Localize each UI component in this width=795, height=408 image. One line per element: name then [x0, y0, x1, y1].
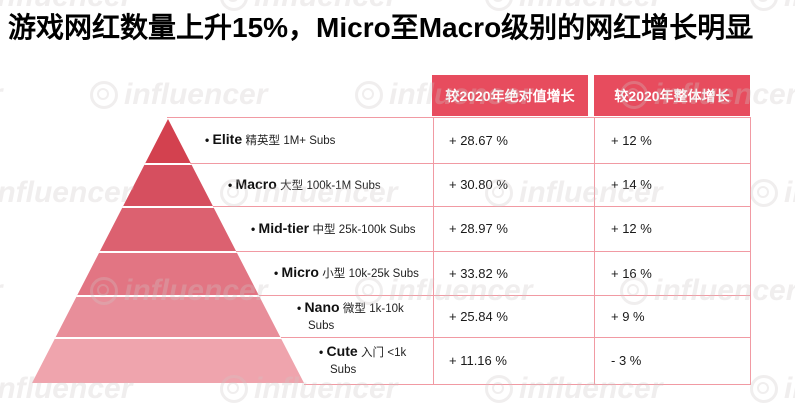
column-header-absolute-growth: 较2020年绝对值增长: [432, 75, 588, 116]
watermark-logo-icon: [90, 81, 118, 109]
cell-macro-overall-growth: + 14 %: [611, 177, 652, 192]
tier-name-cn: 中型: [312, 223, 336, 236]
row-divider: [167, 117, 750, 118]
pyramid-band-micro: [32, 251, 304, 295]
tier-name: Mid-tier: [258, 219, 310, 236]
watermark-text: influencer: [784, 176, 795, 209]
watermark-logo-icon: [750, 375, 778, 403]
tier-label-micro: Micro 小型 10k-25k Subs: [274, 251, 430, 295]
tier-name-cn: 微型: [342, 302, 366, 315]
cell-cute-absolute-growth: + 11.16 %: [449, 353, 507, 368]
column-header-label: 较2020年整体增长: [614, 87, 730, 104]
watermark-text: influencer: [0, 274, 2, 308]
tier-name-cn: 精英型: [245, 135, 280, 147]
cell-elite-absolute-growth: + 28.67 %: [449, 132, 508, 148]
watermark-influencer: influencer: [0, 176, 132, 210]
tier-name-cn: 入门: [361, 347, 385, 359]
tier-name: Elite: [212, 131, 243, 147]
cell-elite-overall-growth: + 12 %: [611, 132, 652, 148]
watermark-influencer: influencer: [90, 78, 267, 112]
row-divider: [190, 163, 750, 164]
tier-name: Macro: [235, 175, 277, 192]
tier-name: Cute: [326, 343, 358, 359]
tier-label-macro: Macro 大型 100k-1M Subs: [228, 163, 430, 206]
watermark-logo-icon: [750, 179, 778, 207]
column-header-label: 较2020年绝对值增长: [445, 87, 575, 104]
watermark-influencer: influencer: [750, 372, 795, 406]
watermark-logo-icon: [355, 81, 383, 109]
column-divider: [433, 117, 434, 385]
tier-name-cn: 大型: [280, 179, 304, 192]
tier-name: Nano: [304, 298, 340, 315]
row-divider: [236, 251, 750, 252]
tier-size: 10k-25k Subs: [348, 268, 419, 280]
tier-label-mid-tier: Mid-tier 中型 25k-100k Subs: [251, 206, 430, 251]
cell-mid-tier-overall-growth: + 12 %: [611, 221, 652, 236]
cell-micro-absolute-growth: + 33.82 %: [449, 265, 508, 281]
row-divider: [281, 337, 750, 338]
cell-macro-absolute-growth: + 30.80 %: [449, 177, 508, 192]
watermark-text: influencer: [124, 78, 268, 111]
column-header-overall-growth: 较2020年整体增长: [594, 75, 750, 116]
tier-size: <1k Subs: [330, 347, 407, 376]
watermark-influencer: influencer: [0, 78, 2, 112]
cell-mid-tier-absolute-growth: + 28.97 %: [449, 221, 508, 236]
watermark-influencer: influencer: [0, 274, 2, 308]
tier-label-elite: Elite 精英型 1M+ Subs: [205, 117, 430, 163]
watermark-text: influencer: [0, 176, 133, 209]
tier-size: 25k-100k Subs: [338, 223, 416, 236]
tier-label-cute: Cute 入门 <1k Subs: [319, 337, 429, 384]
page-title: 游戏网红数量上升15%，Micro至Macro级别的网红增长明显: [8, 12, 754, 43]
cell-nano-absolute-growth: + 25.84 %: [449, 308, 508, 324]
column-divider: [594, 117, 595, 385]
tier-size: 100k-1M Subs: [306, 179, 381, 192]
pyramid-band-nano: [32, 295, 304, 337]
tier-size: 1k-10k Subs: [308, 302, 404, 332]
row-divider: [259, 295, 750, 296]
tier-name: Micro: [281, 264, 319, 280]
cell-micro-overall-growth: + 16 %: [611, 265, 652, 281]
cell-nano-overall-growth: + 9 %: [611, 308, 645, 324]
column-divider: [750, 117, 751, 385]
watermark-text: influencer: [784, 372, 795, 405]
watermark-text: influencer: [0, 78, 2, 112]
row-divider: [213, 206, 750, 207]
row-divider: [304, 384, 750, 385]
watermark-influencer: influencer: [750, 176, 795, 210]
tier-label-nano: Nano 微型 1k-10k Subs: [297, 295, 427, 337]
tier-name-cn: 小型: [322, 268, 346, 280]
cell-cute-overall-growth: - 3 %: [611, 353, 642, 368]
pyramid-band-cute: [32, 337, 304, 383]
tier-size: 1M+ Subs: [283, 135, 336, 147]
